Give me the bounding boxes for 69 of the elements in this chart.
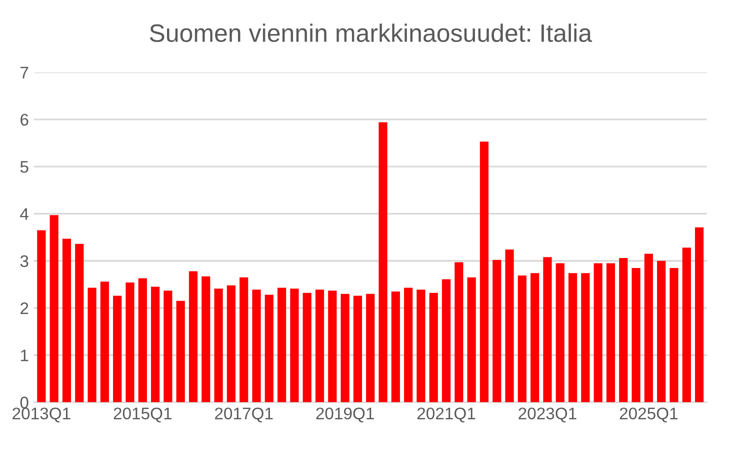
y-tick-label: 4 bbox=[20, 208, 28, 220]
bar bbox=[530, 273, 540, 402]
y-tick-label: 7 bbox=[20, 66, 28, 78]
bar bbox=[366, 294, 375, 402]
bar bbox=[126, 282, 134, 402]
bar bbox=[302, 292, 312, 402]
chart-title: Suomen viennin markkinaosuudet: Italia bbox=[150, 24, 592, 42]
bar bbox=[164, 290, 172, 402]
bar bbox=[315, 290, 324, 402]
bar bbox=[581, 273, 590, 402]
bar bbox=[240, 277, 248, 402]
bar bbox=[480, 142, 489, 402]
bar bbox=[100, 282, 109, 402]
bar bbox=[138, 278, 147, 402]
y-tick-label: 0 bbox=[20, 396, 28, 408]
bar bbox=[290, 288, 299, 402]
x-tick-label: 2021Q1 bbox=[417, 408, 476, 422]
bar bbox=[492, 260, 502, 402]
bar bbox=[632, 268, 640, 402]
y-tick-label: 3 bbox=[20, 255, 28, 268]
x-tick-label: 2025Q1 bbox=[620, 408, 678, 422]
bar bbox=[188, 271, 198, 402]
x-tick-label: 2015Q1 bbox=[114, 408, 172, 422]
bar bbox=[202, 276, 210, 402]
bar bbox=[150, 286, 160, 402]
y-tick-label: 2 bbox=[20, 302, 28, 314]
bar bbox=[682, 248, 691, 402]
bar bbox=[113, 296, 122, 402]
bar bbox=[594, 263, 602, 402]
bar bbox=[606, 263, 616, 402]
bar bbox=[37, 230, 46, 402]
bar bbox=[75, 244, 84, 402]
x-tick-label: 2017Q1 bbox=[215, 408, 273, 422]
x-tick-label: 2023Q1 bbox=[518, 408, 576, 422]
bar bbox=[467, 277, 476, 402]
bar bbox=[50, 215, 58, 402]
bar bbox=[543, 257, 552, 402]
bar bbox=[454, 262, 464, 402]
y-tick-label: 6 bbox=[20, 114, 28, 126]
bar bbox=[378, 122, 388, 402]
bar bbox=[404, 288, 413, 402]
bar bbox=[252, 290, 261, 402]
bar bbox=[214, 288, 223, 402]
bar bbox=[442, 279, 451, 402]
bar bbox=[619, 258, 628, 402]
y-tick-label: 5 bbox=[20, 161, 28, 173]
bar bbox=[657, 260, 666, 402]
y-tick-label: 1 bbox=[20, 350, 28, 362]
bar bbox=[556, 263, 564, 402]
bar bbox=[328, 290, 337, 402]
bar bbox=[644, 254, 653, 402]
bar bbox=[176, 300, 185, 402]
bar bbox=[568, 273, 578, 402]
bar bbox=[694, 227, 704, 402]
bar bbox=[505, 250, 514, 402]
bar bbox=[518, 275, 526, 402]
bar bbox=[226, 285, 236, 402]
bar bbox=[353, 296, 362, 402]
bar bbox=[278, 288, 286, 402]
bar bbox=[429, 292, 438, 402]
bar bbox=[670, 268, 678, 402]
bar bbox=[62, 238, 72, 402]
bar bbox=[416, 290, 426, 402]
bar bbox=[391, 292, 400, 402]
x-tick-label: 2013Q1 bbox=[12, 408, 70, 422]
x-tick-label: 2019Q1 bbox=[316, 408, 374, 422]
bar bbox=[88, 288, 96, 402]
bar bbox=[340, 294, 350, 402]
bar bbox=[264, 294, 274, 402]
